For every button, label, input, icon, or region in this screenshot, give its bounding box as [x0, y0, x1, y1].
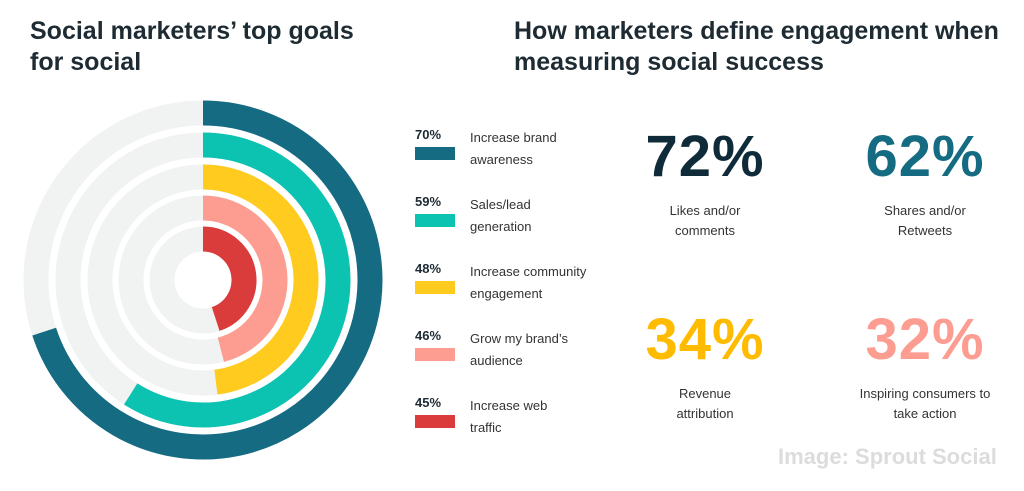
legend-item: 48% Increase community engagement [415, 261, 615, 311]
right-title: How marketers define engagement when mea… [514, 17, 999, 76]
legend-value: 48% [415, 261, 442, 276]
legend-value: 46% [415, 328, 442, 343]
stat-likes: 72% Likes and/or comments [605, 125, 805, 241]
stat-shares: 62% Shares and/or Retweets [825, 125, 1024, 241]
legend-item: 70% Increase brand awareness [415, 127, 615, 177]
legend-swatch [415, 348, 455, 361]
stat-label: Likes and/or comments [669, 203, 741, 238]
legend-label: Sales/lead generation [470, 197, 532, 234]
stat-label: Shares and/or Retweets [884, 203, 966, 238]
ring-bar-0 [32, 100, 383, 460]
legend-value: 59% [415, 194, 442, 209]
legend-label: Increase web traffic [470, 398, 548, 435]
ring-bar-3 [202, 195, 288, 362]
stat-value: 72% [645, 124, 765, 189]
legend-value: 45% [415, 395, 442, 410]
stat-inspiring: 32% Inspiring consumers to take action [825, 308, 1024, 424]
ring-bar-1 [123, 132, 351, 428]
ring-bar-4 [202, 226, 257, 331]
legend-label: Grow my brand’s audience [470, 331, 569, 368]
ring-bar-2 [202, 164, 319, 395]
legend-swatch [415, 214, 455, 227]
image-credit: Image: Sprout Social [778, 444, 997, 469]
legend-value: 70% [415, 127, 442, 142]
legend-label: Increase brand awareness [470, 130, 557, 167]
legend-item: 59% Sales/lead generation [415, 194, 615, 244]
legend-swatch [415, 281, 455, 294]
stat-value: 34% [645, 307, 765, 372]
legend-swatch [415, 147, 455, 160]
legend-item: 45% Increase web traffic [415, 395, 615, 445]
legend-item: 46% Grow my brand’s audience [415, 328, 615, 378]
stat-value: 32% [865, 307, 985, 372]
radial-bar-chart [23, 100, 383, 460]
stat-label: Inspiring consumers to take action [859, 386, 991, 421]
legend-label: Increase community engagement [470, 264, 587, 301]
legend-swatch [415, 415, 455, 428]
stat-revenue: 34% Revenue attribution [605, 308, 805, 424]
stat-value: 62% [865, 124, 985, 189]
left-title: Social marketers’ top goals for social [30, 17, 354, 76]
stat-label: Revenue attribution [676, 386, 734, 421]
